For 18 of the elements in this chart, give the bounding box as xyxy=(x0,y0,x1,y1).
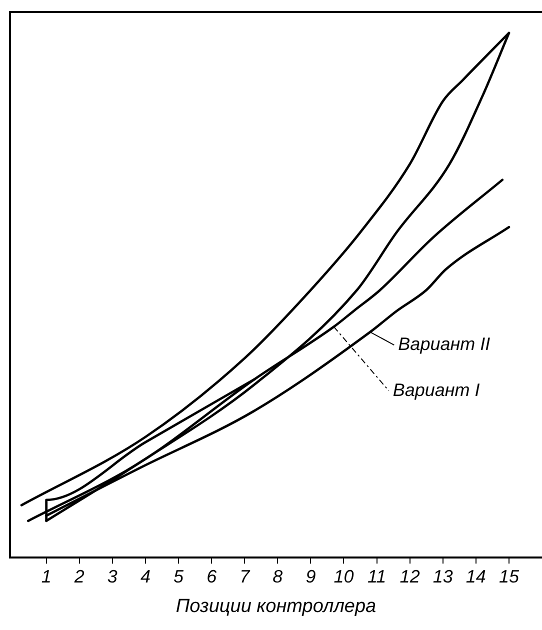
x-tick-label: 7 xyxy=(240,566,251,586)
x-tick-label: 14 xyxy=(466,566,486,586)
x-tick-label: 8 xyxy=(272,566,283,586)
annotation: Вариант II xyxy=(398,334,490,354)
x-tick-label: 12 xyxy=(400,566,420,586)
x-tick-label: 3 xyxy=(107,566,118,586)
x-tick-label: 1 xyxy=(41,566,52,586)
x-axis-title: Позиции контроллера xyxy=(176,596,376,617)
x-tick-label: 2 xyxy=(73,566,84,586)
x-tick-label: 10 xyxy=(334,566,354,586)
x-tick-label: 11 xyxy=(367,566,386,586)
x-tick-label: 4 xyxy=(140,566,150,586)
x-tick-label: 5 xyxy=(174,566,185,586)
x-tick-label: 15 xyxy=(498,566,520,586)
x-tick-label: 13 xyxy=(432,566,453,586)
x-tick-label: 6 xyxy=(206,566,218,586)
x-tick-label: 9 xyxy=(306,566,316,586)
annotation: Вариант I xyxy=(392,380,480,400)
